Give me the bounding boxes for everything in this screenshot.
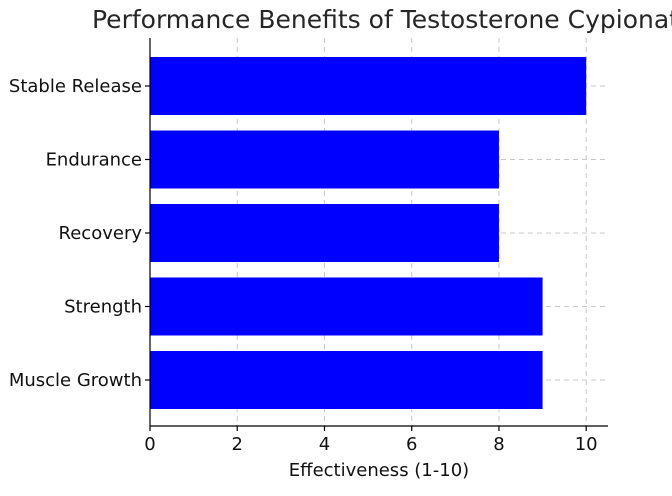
bar-stable-release [150,57,587,115]
bar-endurance [150,130,499,189]
x-tick-label: 0 [144,434,155,455]
y-tick-labels: Muscle Growth Strength Recovery Endurance St… [9,76,150,391]
y-tick-label: Strength [64,297,142,318]
bar-muscle-growth [150,351,543,409]
x-tick-label: 10 [575,434,598,455]
y-tick-label: Stable Release [9,76,142,97]
y-tick-label: Endurance [46,150,142,171]
y-tick-label: Muscle Growth [9,370,142,391]
bar-recovery [150,204,499,262]
x-axis-label: Effectiveness (1-10) [289,460,469,481]
axes [149,38,608,427]
y-tick-label: Recovery [59,223,143,244]
x-tick-label: 8 [493,434,504,455]
x-tick-labels: 0 2 4 6 8 10 [144,426,598,455]
chart-title: Performance Benefits of Testosterone Cyp… [92,5,672,34]
x-tick-label: 6 [406,434,417,455]
x-tick-label: 2 [232,434,243,455]
bars [150,57,587,409]
x-tick-label: 4 [319,434,330,455]
bar-strength [150,277,543,336]
